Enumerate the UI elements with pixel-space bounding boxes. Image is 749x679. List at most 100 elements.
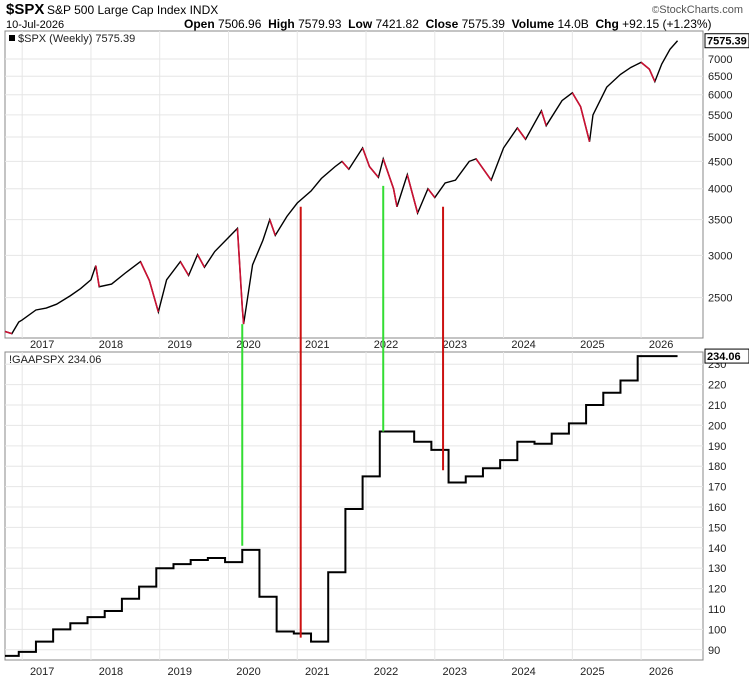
exchange: INDX — [189, 3, 219, 17]
eps-x-tick-label: 2024 — [511, 666, 535, 678]
price-down-segment — [516, 127, 527, 140]
price-down-segment — [269, 219, 277, 236]
price-y-tick-label: 4500 — [708, 156, 732, 168]
quote-date: 10-Jul-2026 — [6, 19, 65, 31]
price-x-tick-label: 2019 — [167, 339, 191, 351]
legend-swatch-icon — [9, 35, 15, 41]
eps-x-tick-label: 2022 — [374, 666, 398, 678]
eps-y-tick-label: 160 — [708, 502, 726, 514]
price-y-tick-label: 6500 — [708, 71, 732, 83]
price-y-tick-label: 3000 — [708, 250, 732, 262]
eps-legend-text: !GAAPSPX 234.06 — [9, 354, 101, 366]
price-y-tick-label: 2500 — [708, 293, 732, 305]
price-y-tick-label: 4000 — [708, 184, 732, 196]
ohlc-bar: Open 7506.96 High 7579.93 Low 7421.82 Cl… — [184, 17, 712, 31]
chg-value: +92.15 (+1.23%) — [622, 17, 712, 31]
open-label: Open — [184, 17, 215, 31]
eps-y-tick-label: 110 — [708, 604, 726, 616]
price-down-segment — [382, 158, 395, 189]
close-label: Close — [425, 17, 459, 31]
eps-x-tick-label: 2021 — [305, 666, 329, 678]
chg-label: Chg — [595, 17, 619, 31]
eps-y-tick-label: 200 — [708, 420, 726, 432]
price-x-tick-label: 2026 — [649, 339, 673, 351]
copyright-icon: © — [651, 5, 660, 16]
open-value: 7506.96 — [218, 17, 262, 31]
price-down-segment — [139, 261, 151, 281]
eps-y-tick-label: 220 — [708, 380, 726, 392]
price-last-value-box — [704, 33, 749, 49]
price-down-segment — [540, 110, 547, 126]
eps-y-tick-label: 140 — [708, 543, 726, 555]
price-x-tick-label: 2022 — [374, 339, 398, 351]
eps-step-line — [5, 355, 678, 657]
price-y-tick-label: 6000 — [708, 90, 732, 102]
index-name: S&P 500 Large Cap Index INDX — [47, 3, 218, 17]
eps-frame — [4, 351, 704, 661]
eps-y-tick-label: 90 — [708, 645, 720, 657]
price-down-segment — [475, 158, 492, 181]
price-x-tick-label: 2024 — [511, 339, 535, 351]
eps-y-tick-label: 210 — [708, 400, 726, 412]
symbol: $SPX — [6, 1, 45, 18]
volume-value: 14.0B — [557, 17, 589, 31]
price-down-segment — [571, 92, 582, 108]
price-panel: 2500 3000 3500 4000 4500 5000 5500 6000 6500 7000… — [4, 30, 749, 351]
brand-name: StockCharts.com — [659, 4, 743, 16]
price-x-tick-label: 2025 — [580, 339, 604, 351]
eps-y-tick-label: 120 — [708, 584, 726, 596]
eps-x-tick-label: 2017 — [30, 666, 54, 678]
price-down-segment — [361, 147, 371, 167]
price-down-segment — [196, 254, 206, 268]
price-last-value-tag: 7575.39 — [707, 36, 747, 48]
price-down-segment — [427, 188, 436, 199]
price-down-segment — [236, 228, 244, 308]
eps-y-tick-label: 150 — [708, 522, 726, 534]
price-down-segment — [579, 106, 591, 142]
high-value: 7579.93 — [298, 17, 342, 31]
price-x-tick-label: 2023 — [443, 339, 467, 351]
eps-x-tick-label: 2023 — [443, 666, 467, 678]
price-legend: $SPX (Weekly) 7575.39 — [9, 33, 135, 45]
price-legend-text: $SPX (Weekly) 7575.39 — [18, 33, 135, 45]
eps-x-tick-label: 2018 — [99, 666, 123, 678]
low-label: Low — [348, 17, 373, 31]
price-down-segment — [392, 188, 398, 207]
price-x-tick-label: 2021 — [305, 339, 329, 351]
price-down-segment — [406, 174, 419, 214]
price-down-segment — [368, 166, 380, 178]
price-down-segment — [148, 280, 160, 313]
low-value: 7421.82 — [375, 17, 419, 31]
earnings-panel: 90 100 110 120 130 140 150 160 170 180 190 200 210 22… — [4, 348, 749, 678]
price-down-segment — [640, 61, 650, 70]
eps-last-value-tag: 234.06 — [707, 351, 741, 363]
close-value: 7575.39 — [461, 17, 505, 31]
price-x-tick-label: 2020 — [236, 339, 260, 351]
price-y-tick-label: 5500 — [708, 110, 732, 122]
annotation-lines — [241, 185, 445, 638]
high-label: High — [268, 17, 295, 31]
price-x-tick-label: 2017 — [30, 339, 54, 351]
price-y-tick-label: 7000 — [708, 54, 732, 66]
eps-x-tick-label: 2020 — [236, 666, 260, 678]
price-down-segment — [648, 68, 656, 82]
eps-last-value-box — [704, 348, 749, 364]
eps-y-tick-label: 180 — [708, 461, 726, 473]
price-y-tick-label: 3500 — [708, 215, 732, 227]
eps-legend: !GAAPSPX 234.06 — [9, 354, 101, 366]
price-x-tick-label: 2018 — [99, 339, 123, 351]
price-down-segment — [94, 265, 101, 287]
eps-y-tick-label: 190 — [708, 441, 726, 453]
brand-link[interactable]: ©StockCharts.com — [652, 4, 743, 16]
price-y-tick-label: 5000 — [708, 132, 732, 144]
price-down-segment — [179, 261, 190, 276]
price-down-segment — [241, 306, 245, 325]
price-frame — [4, 30, 704, 339]
eps-y-tick-label: 100 — [708, 624, 726, 636]
index-full-name: S&P 500 Large Cap Index — [47, 3, 187, 17]
price-down-segment — [4, 330, 13, 335]
price-down-segment — [341, 160, 350, 170]
eps-x-tick-label: 2025 — [580, 666, 604, 678]
eps-y-tick-label: 130 — [708, 563, 726, 575]
